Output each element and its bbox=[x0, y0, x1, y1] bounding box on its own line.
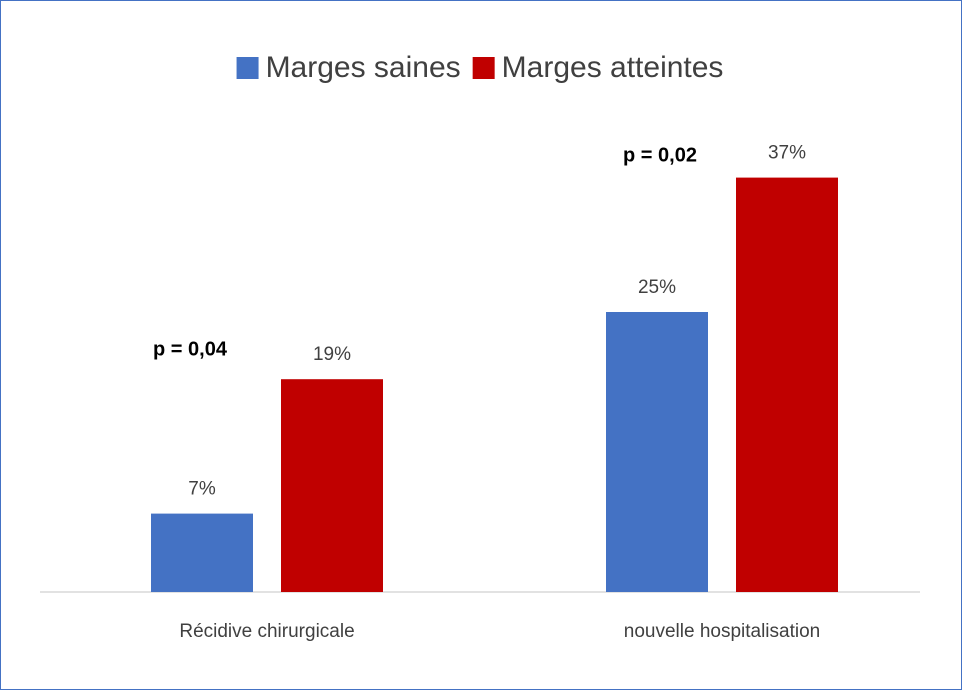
annotation: p = 0,02 bbox=[623, 144, 697, 166]
data-label: 37% bbox=[768, 143, 806, 164]
x-tick-label: nouvelle hospitalisation bbox=[624, 621, 820, 642]
legend-swatch bbox=[236, 57, 259, 79]
bar bbox=[151, 513, 253, 592]
legend-swatch bbox=[472, 57, 495, 79]
legend-label: Marges saines bbox=[266, 51, 461, 84]
bar bbox=[281, 379, 383, 592]
bar bbox=[736, 177, 838, 592]
data-label: 25% bbox=[638, 277, 676, 298]
legend: Marges saines Marges atteintes bbox=[236, 51, 724, 84]
data-label: 19% bbox=[313, 344, 351, 365]
x-tick-label: Récidive chirurgicale bbox=[179, 621, 354, 642]
bar bbox=[606, 312, 708, 592]
legend-label: Marges atteintes bbox=[502, 51, 724, 84]
annotation: p = 0,04 bbox=[153, 338, 228, 360]
data-label: 7% bbox=[188, 479, 216, 500]
